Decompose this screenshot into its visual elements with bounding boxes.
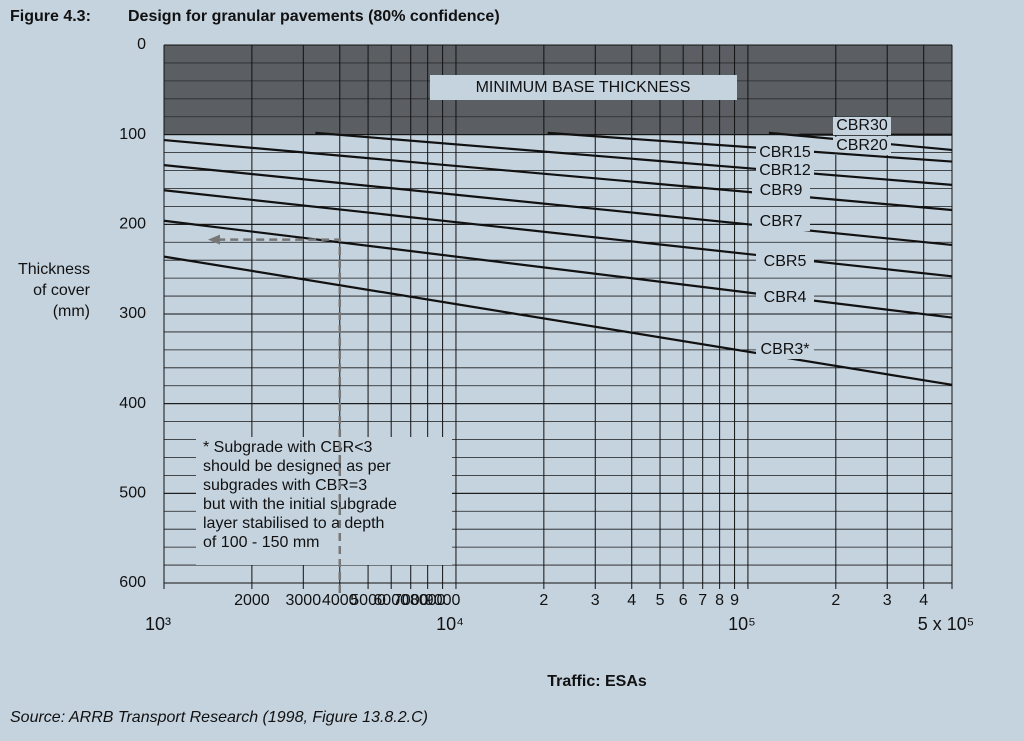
- y-tick-label: 100: [119, 126, 146, 143]
- cbr-line: [163, 219, 953, 319]
- x-tick-label: 3: [591, 592, 600, 609]
- label-bg: [752, 182, 810, 200]
- cbr-line: [163, 138, 953, 212]
- source: Source: ARRB Transport Research (1998, F…: [10, 709, 428, 726]
- x-tick-label: 3000: [286, 592, 322, 609]
- y-tick-label: 300: [119, 305, 146, 322]
- series-label: CBR9: [760, 182, 803, 199]
- cbr-line: [163, 255, 953, 386]
- y-tick-label: 200: [119, 216, 146, 233]
- chart-title: Design for granular pavements (80% confi…: [128, 8, 500, 25]
- cbr-line: [547, 131, 953, 163]
- x-tick-label: 10³: [145, 614, 171, 634]
- x-tick-label: 5: [656, 592, 665, 609]
- label-bg: [833, 117, 891, 135]
- figure-label: Figure 4.3:: [10, 8, 91, 25]
- x-tick-label: 3: [883, 592, 892, 609]
- y-tick-label: 500: [119, 485, 146, 502]
- label-bg: [756, 289, 814, 307]
- x-tick-label: 2: [831, 592, 840, 609]
- footnote: * Subgrade with CBR<3: [203, 439, 373, 456]
- cbr-line: [163, 164, 953, 247]
- x-tick-label: 9: [730, 592, 739, 609]
- x-tick-label: 5000: [350, 592, 386, 609]
- x-tick-label: 4000: [322, 592, 358, 609]
- label-bg: [756, 162, 814, 180]
- label-bg: [756, 144, 814, 162]
- series-label: CBR12: [759, 162, 811, 179]
- y-tick-label: 400: [119, 395, 146, 412]
- footnote: layer stabilised to a depth: [203, 515, 384, 532]
- series-label: CBR3*: [761, 341, 810, 358]
- example-path: [214, 238, 342, 593]
- x-tick-label: 4: [919, 592, 928, 609]
- y-tick-label: 600: [119, 574, 146, 591]
- band-label: MINIMUM BASE THICKNESS: [476, 79, 691, 96]
- series-label: CBR7: [760, 213, 803, 230]
- label-bg: [752, 213, 810, 231]
- x-tick-label: 7000: [393, 592, 429, 609]
- series-label: CBR4: [764, 289, 807, 306]
- label-bg: [833, 137, 891, 155]
- y-axis-title: Thickness: [18, 261, 90, 278]
- band-label-box: [430, 75, 737, 100]
- x-tick-label: 8000: [410, 592, 446, 609]
- footnote-box: [196, 437, 452, 565]
- y-tick-label: 0: [137, 36, 146, 53]
- x-tick-label: 6: [679, 592, 688, 609]
- x-tick-label: 4: [627, 592, 636, 609]
- label-bg: [756, 341, 814, 359]
- label-bg: [756, 253, 814, 271]
- y-axis-title: (mm): [53, 303, 90, 320]
- example-arrow: [208, 234, 220, 245]
- x-tick-label: 9000: [425, 592, 461, 609]
- series-label: CBR30: [836, 117, 888, 134]
- series-label: CBR15: [759, 144, 811, 161]
- footnote: but with the initial subgrade: [203, 496, 397, 513]
- footnote: should be designed as per: [203, 458, 391, 475]
- footnote: of 100 - 150 mm: [203, 534, 320, 551]
- y-axis-title: of cover: [33, 282, 91, 299]
- cbr-line: [163, 189, 953, 278]
- x-tick-label: 6000: [373, 592, 409, 609]
- series-label: CBR5: [764, 253, 807, 270]
- cbr-line: [315, 131, 953, 186]
- x-tick-label: 10⁵: [728, 614, 755, 634]
- x-axis-title: Traffic: ESAs: [547, 673, 647, 690]
- x-tick-label: 2000: [234, 592, 270, 609]
- x-tick-label: 7: [698, 592, 707, 609]
- x-tick-label: 8: [715, 592, 724, 609]
- x-tick-label: 2: [539, 592, 548, 609]
- x-tick-label: 10⁴: [436, 614, 464, 634]
- footnote: subgrades with CBR=3: [203, 477, 367, 494]
- series-label: CBR20: [836, 137, 888, 154]
- x-tick-label: 5 x 10⁵: [918, 614, 975, 634]
